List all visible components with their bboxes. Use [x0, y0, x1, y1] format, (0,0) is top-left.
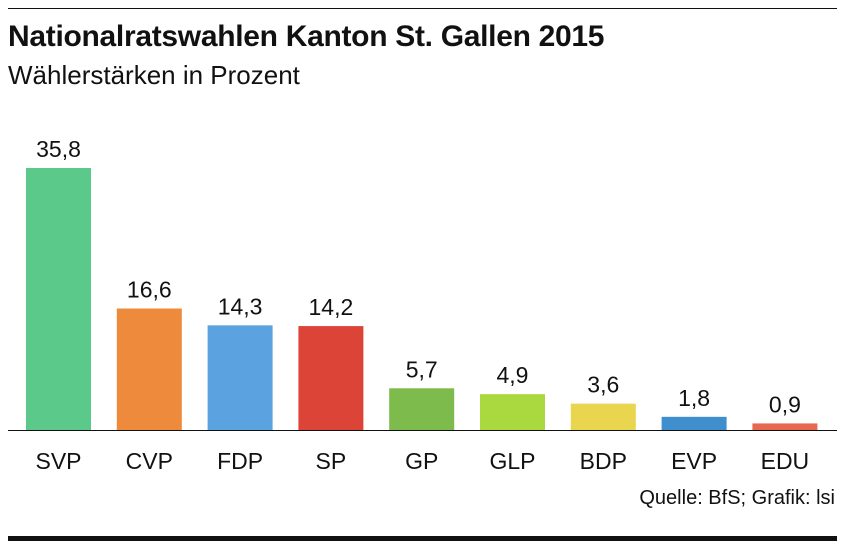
- bar-gp: [389, 388, 455, 430]
- category-label-edu: EDU: [761, 448, 810, 474]
- category-label-evp: EVP: [671, 448, 717, 474]
- category-label-sp: SP: [316, 448, 347, 474]
- category-label-fdp: FDP: [217, 448, 263, 474]
- bar-chart: 35,8 SVP 16,6 CVP 14,3 FDP 14,2 SP 5,7 GP 4,9 GLP 3,…: [8, 136, 837, 474]
- value-label-svp: 35,8: [36, 136, 81, 162]
- source-note: Quelle: BfS; Grafik: lsi: [639, 487, 835, 509]
- bottom-rule: [8, 536, 837, 541]
- category-label-svp: SVP: [35, 448, 81, 474]
- bar-evp: [661, 416, 727, 430]
- bar-cvp: [116, 308, 182, 430]
- chart-subtitle: Wählerstärken in Prozent: [8, 60, 300, 90]
- value-label-gp: 5,7: [406, 356, 438, 382]
- category-label-cvp: CVP: [126, 448, 173, 474]
- category-label-glp: GLP: [489, 448, 535, 474]
- value-label-sp: 14,2: [309, 294, 354, 320]
- bar-bdp: [570, 403, 636, 430]
- bar-svp: [26, 168, 91, 430]
- value-label-evp: 1,8: [678, 385, 710, 411]
- bar-edu: [752, 423, 818, 430]
- value-label-glp: 4,9: [497, 362, 529, 388]
- value-label-fdp: 14,3: [218, 293, 263, 319]
- value-label-cvp: 16,6: [127, 277, 172, 303]
- value-label-edu: 0,9: [769, 391, 801, 417]
- bar-sp: [298, 326, 364, 430]
- category-label-gp: GP: [405, 448, 438, 474]
- bar-fdp: [207, 325, 273, 430]
- top-rule: [8, 8, 837, 9]
- category-label-bdp: BDP: [580, 448, 627, 474]
- value-label-bdp: 3,6: [587, 372, 619, 398]
- chart-title: Nationalratswahlen Kanton St. Gallen 201…: [8, 20, 605, 53]
- bar-glp: [480, 394, 545, 430]
